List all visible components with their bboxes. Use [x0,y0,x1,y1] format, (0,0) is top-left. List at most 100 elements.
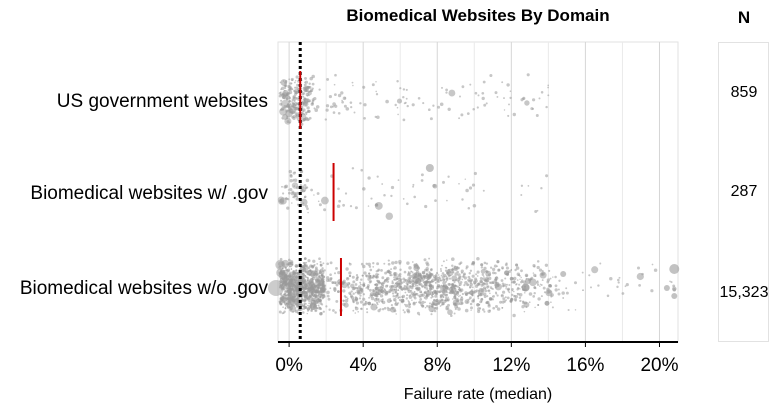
data-point [459,95,461,98]
data-point [297,105,299,107]
data-point [293,281,295,284]
data-point [416,311,420,315]
data-point [486,277,490,280]
data-point [548,269,551,272]
data-point [394,303,397,305]
data-point [442,180,445,184]
data-point [293,275,296,277]
data-point [467,284,469,286]
data-point [367,301,372,306]
data-point [287,258,291,262]
data-point [291,182,299,189]
n-panel [718,42,769,342]
data-point [521,305,525,309]
data-point [316,284,320,287]
data-point [430,279,433,282]
data-point [547,86,549,89]
data-point [354,306,357,309]
data-point [479,276,483,281]
data-point [476,270,480,274]
data-point [307,100,309,103]
data-point [421,270,426,275]
data-point [551,306,554,309]
data-point [545,289,553,297]
data-point [347,286,350,289]
data-point [439,299,444,304]
data-point [332,309,335,312]
data-point [492,271,495,275]
data-point [334,104,338,108]
data-point [317,297,320,300]
data-point [455,292,459,296]
data-point [316,263,319,265]
data-point [394,301,397,303]
data-point [445,259,448,261]
data-point [441,302,445,306]
data-point [301,100,304,103]
data-point [454,294,457,298]
data-point [402,277,406,281]
data-point [318,298,322,303]
data-point [337,93,342,98]
data-point [467,278,470,282]
data-point [283,97,286,100]
data-point [440,274,443,277]
data-point [447,107,451,111]
data-point [334,73,337,77]
data-point [405,88,408,91]
data-point [328,278,332,282]
data-point [465,188,469,193]
data-point [394,260,398,265]
data-point [368,288,372,292]
data-point [469,83,472,86]
data-point [333,281,337,285]
data-point [292,196,294,198]
data-point [303,190,306,192]
data-point [292,310,295,313]
data-point [282,80,285,82]
data-point [351,81,354,84]
data-point [308,119,310,121]
data-point [302,108,306,112]
data-point [334,311,337,314]
data-point [510,281,514,284]
data-point [441,278,446,282]
data-point [427,290,430,292]
data-point [329,261,333,265]
data-point [293,100,296,103]
data-point [515,283,518,286]
data-point [538,268,543,272]
data-point [429,268,433,272]
data-point [396,98,403,104]
data-point [363,271,367,275]
data-point [435,271,439,275]
data-point [387,259,390,262]
data-point [467,275,471,279]
data-point [355,301,359,305]
data-point [406,104,409,108]
data-point [310,280,314,284]
data-point [411,261,414,263]
data-point [307,109,311,114]
data-point [307,211,309,214]
data-point [597,284,600,287]
data-point [457,307,461,311]
data-point [327,297,331,301]
data-point [295,269,298,272]
data-point [324,118,327,121]
data-point [321,287,326,291]
data-point [445,88,448,92]
data-point [557,292,561,296]
data-point [513,297,517,301]
data-point [475,273,478,276]
data-point [540,187,543,190]
data-point [409,281,412,284]
data-point [469,286,472,289]
data-point [618,276,621,279]
data-point [329,105,333,109]
data-point [310,188,313,192]
data-point [375,93,379,96]
data-point [509,90,512,92]
data-point [485,270,492,277]
data-point [495,276,498,279]
